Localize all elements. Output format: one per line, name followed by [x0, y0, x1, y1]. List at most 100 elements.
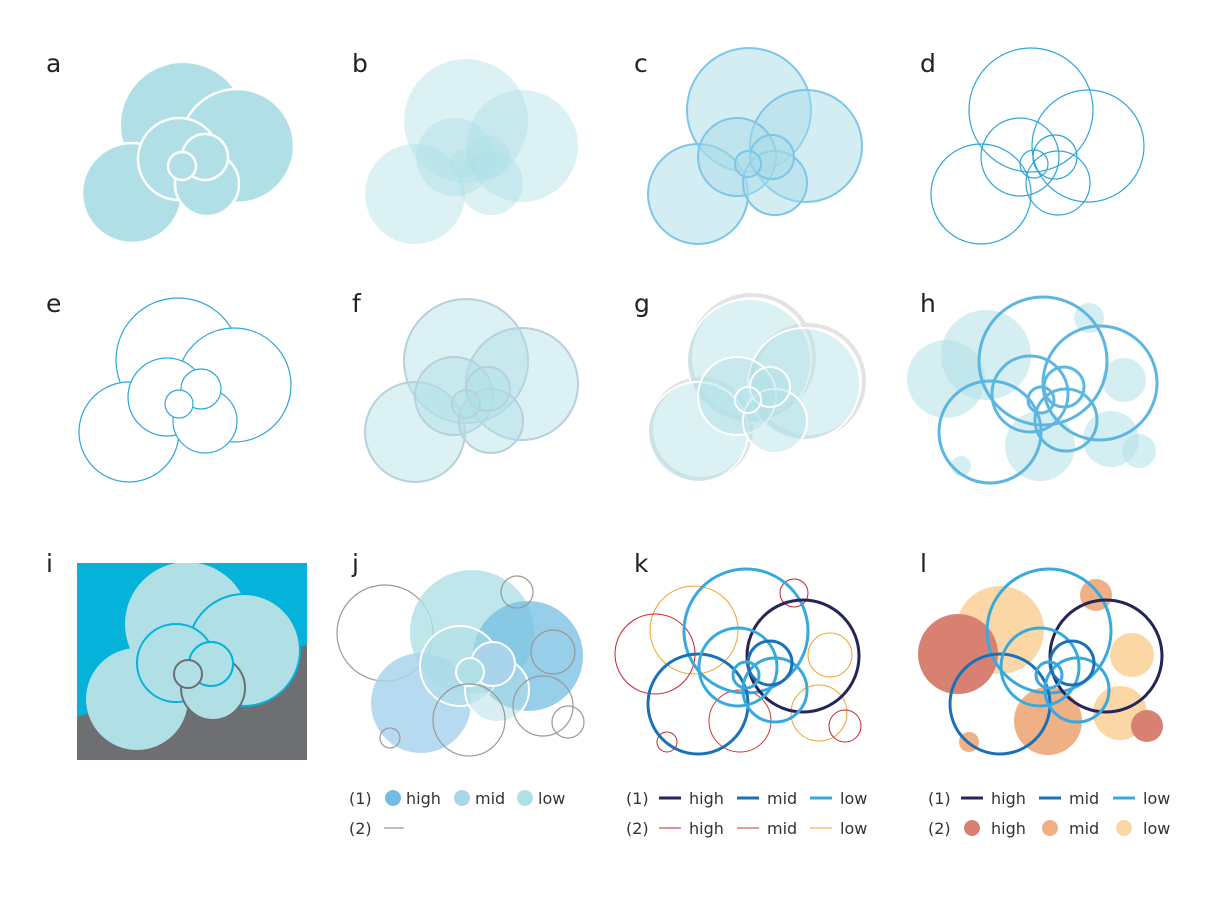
- circle: [530, 629, 576, 675]
- circle: [1025, 150, 1091, 216]
- legend-l-row2-swatch-mid: [1042, 820, 1058, 836]
- legend-l-row1-label-low: low: [1143, 789, 1170, 808]
- circle: [980, 117, 1060, 197]
- circle: [990, 354, 1070, 434]
- panel-label-l: l: [920, 549, 927, 578]
- circle: [551, 705, 585, 739]
- bg-circle: [1102, 358, 1146, 402]
- panel-f: [364, 298, 579, 483]
- circle: [166, 150, 198, 182]
- panel-label-b: b: [352, 49, 368, 78]
- panel-a: [80, 63, 296, 245]
- panel-e: [78, 297, 292, 483]
- panel-l: [918, 567, 1164, 756]
- circle: [1026, 385, 1056, 415]
- circle: [173, 659, 203, 689]
- circle: [1043, 656, 1111, 724]
- panel-label-a: a: [46, 49, 61, 78]
- legend-j-swatch-low: [517, 790, 533, 806]
- circle: [697, 356, 777, 436]
- circle: [746, 639, 794, 687]
- panel-c: [647, 47, 863, 245]
- legend-k-row1-label-low: low: [840, 789, 867, 808]
- legend-k-row2-label: (2): [626, 819, 649, 838]
- circle: [697, 626, 779, 708]
- circle: [649, 585, 739, 675]
- circle: [686, 298, 812, 424]
- circle: [458, 388, 524, 454]
- legend-l-row2-label: (2): [928, 819, 951, 838]
- circle: [1033, 387, 1099, 453]
- panel-j: [336, 570, 585, 757]
- legend-k-row1-label-high: high: [689, 789, 724, 808]
- legend-l-row2-label-low: low: [1143, 819, 1170, 838]
- bg-circle: [1122, 434, 1156, 468]
- panel-b: [365, 59, 578, 244]
- panel-label-e: e: [46, 289, 61, 318]
- circle: [404, 59, 528, 183]
- panel-h: [907, 295, 1159, 485]
- circle: [731, 660, 761, 690]
- circle: [365, 144, 465, 244]
- panel-label-c: c: [634, 49, 648, 78]
- bg-circle: [907, 340, 985, 418]
- panel-d: [930, 47, 1145, 245]
- circle: [455, 657, 485, 687]
- circle: [656, 731, 678, 753]
- legend-k-row2-label-low: low: [840, 819, 867, 838]
- panel-k: [614, 567, 862, 756]
- circle: [1032, 134, 1078, 180]
- legend-j-label-low: low: [538, 789, 565, 808]
- circle: [790, 684, 848, 742]
- circle: [459, 151, 523, 215]
- circle: [1131, 710, 1163, 742]
- legend-l-row2-swatch-high: [964, 820, 980, 836]
- circle: [451, 389, 481, 419]
- circle: [1110, 633, 1154, 677]
- legend-k-row1-label: (1): [626, 789, 649, 808]
- circle: [937, 379, 1043, 485]
- circle: [1034, 660, 1064, 690]
- legend-k-row1-label-mid: mid: [767, 789, 797, 808]
- circle: [747, 327, 861, 441]
- legend-l-row2-label-mid: mid: [1069, 819, 1099, 838]
- circle: [647, 381, 749, 483]
- panel-g: [647, 293, 866, 483]
- circle: [466, 135, 510, 179]
- legend-j-label-mid: mid: [475, 789, 505, 808]
- panel-label-g: g: [634, 289, 650, 318]
- circle: [807, 632, 853, 678]
- legend-l: (1) high mid low (2) high mid low: [928, 789, 1170, 838]
- circle: [968, 47, 1094, 173]
- circle: [416, 118, 494, 196]
- circle: [828, 709, 862, 743]
- panel-label-h: h: [920, 289, 936, 318]
- circle: [512, 675, 574, 737]
- circle: [741, 656, 809, 724]
- circle: [779, 578, 809, 608]
- circle-shadow: [750, 323, 866, 439]
- circle: [449, 150, 477, 178]
- legend-k-row2-label-mid: mid: [767, 819, 797, 838]
- circle: [1031, 89, 1145, 203]
- circle: [999, 626, 1081, 708]
- panel-label-j: j: [351, 549, 359, 578]
- legend-l-row1-label-mid: mid: [1069, 789, 1099, 808]
- circle: [977, 295, 1109, 427]
- legend-k: (1) high mid low (2) high mid low: [626, 789, 867, 838]
- circle: [745, 598, 861, 714]
- legend-l-row1-label-high: high: [991, 789, 1026, 808]
- legend-j-label-high: high: [406, 789, 441, 808]
- circle: [364, 381, 466, 483]
- legend-j-row2-label: (2): [349, 819, 372, 838]
- legend-j-row1-label: (1): [349, 789, 372, 808]
- circle: [734, 150, 762, 178]
- circle: [734, 386, 762, 414]
- panel-label-d: d: [920, 49, 936, 78]
- panel-i: [77, 563, 307, 760]
- legend-l-row1-label: (1): [928, 789, 951, 808]
- legend-l-row2-swatch-low: [1116, 820, 1132, 836]
- panel-label-i: i: [46, 549, 53, 578]
- circle: [432, 683, 506, 757]
